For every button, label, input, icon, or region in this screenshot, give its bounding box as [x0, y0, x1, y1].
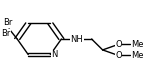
Text: Br: Br — [3, 18, 12, 27]
Text: N: N — [51, 50, 57, 59]
Text: O: O — [115, 40, 122, 49]
Text: NH: NH — [71, 34, 83, 44]
Text: O: O — [115, 51, 122, 60]
Text: Me: Me — [131, 40, 144, 49]
Text: Br: Br — [1, 29, 10, 38]
Text: Me: Me — [131, 51, 144, 60]
